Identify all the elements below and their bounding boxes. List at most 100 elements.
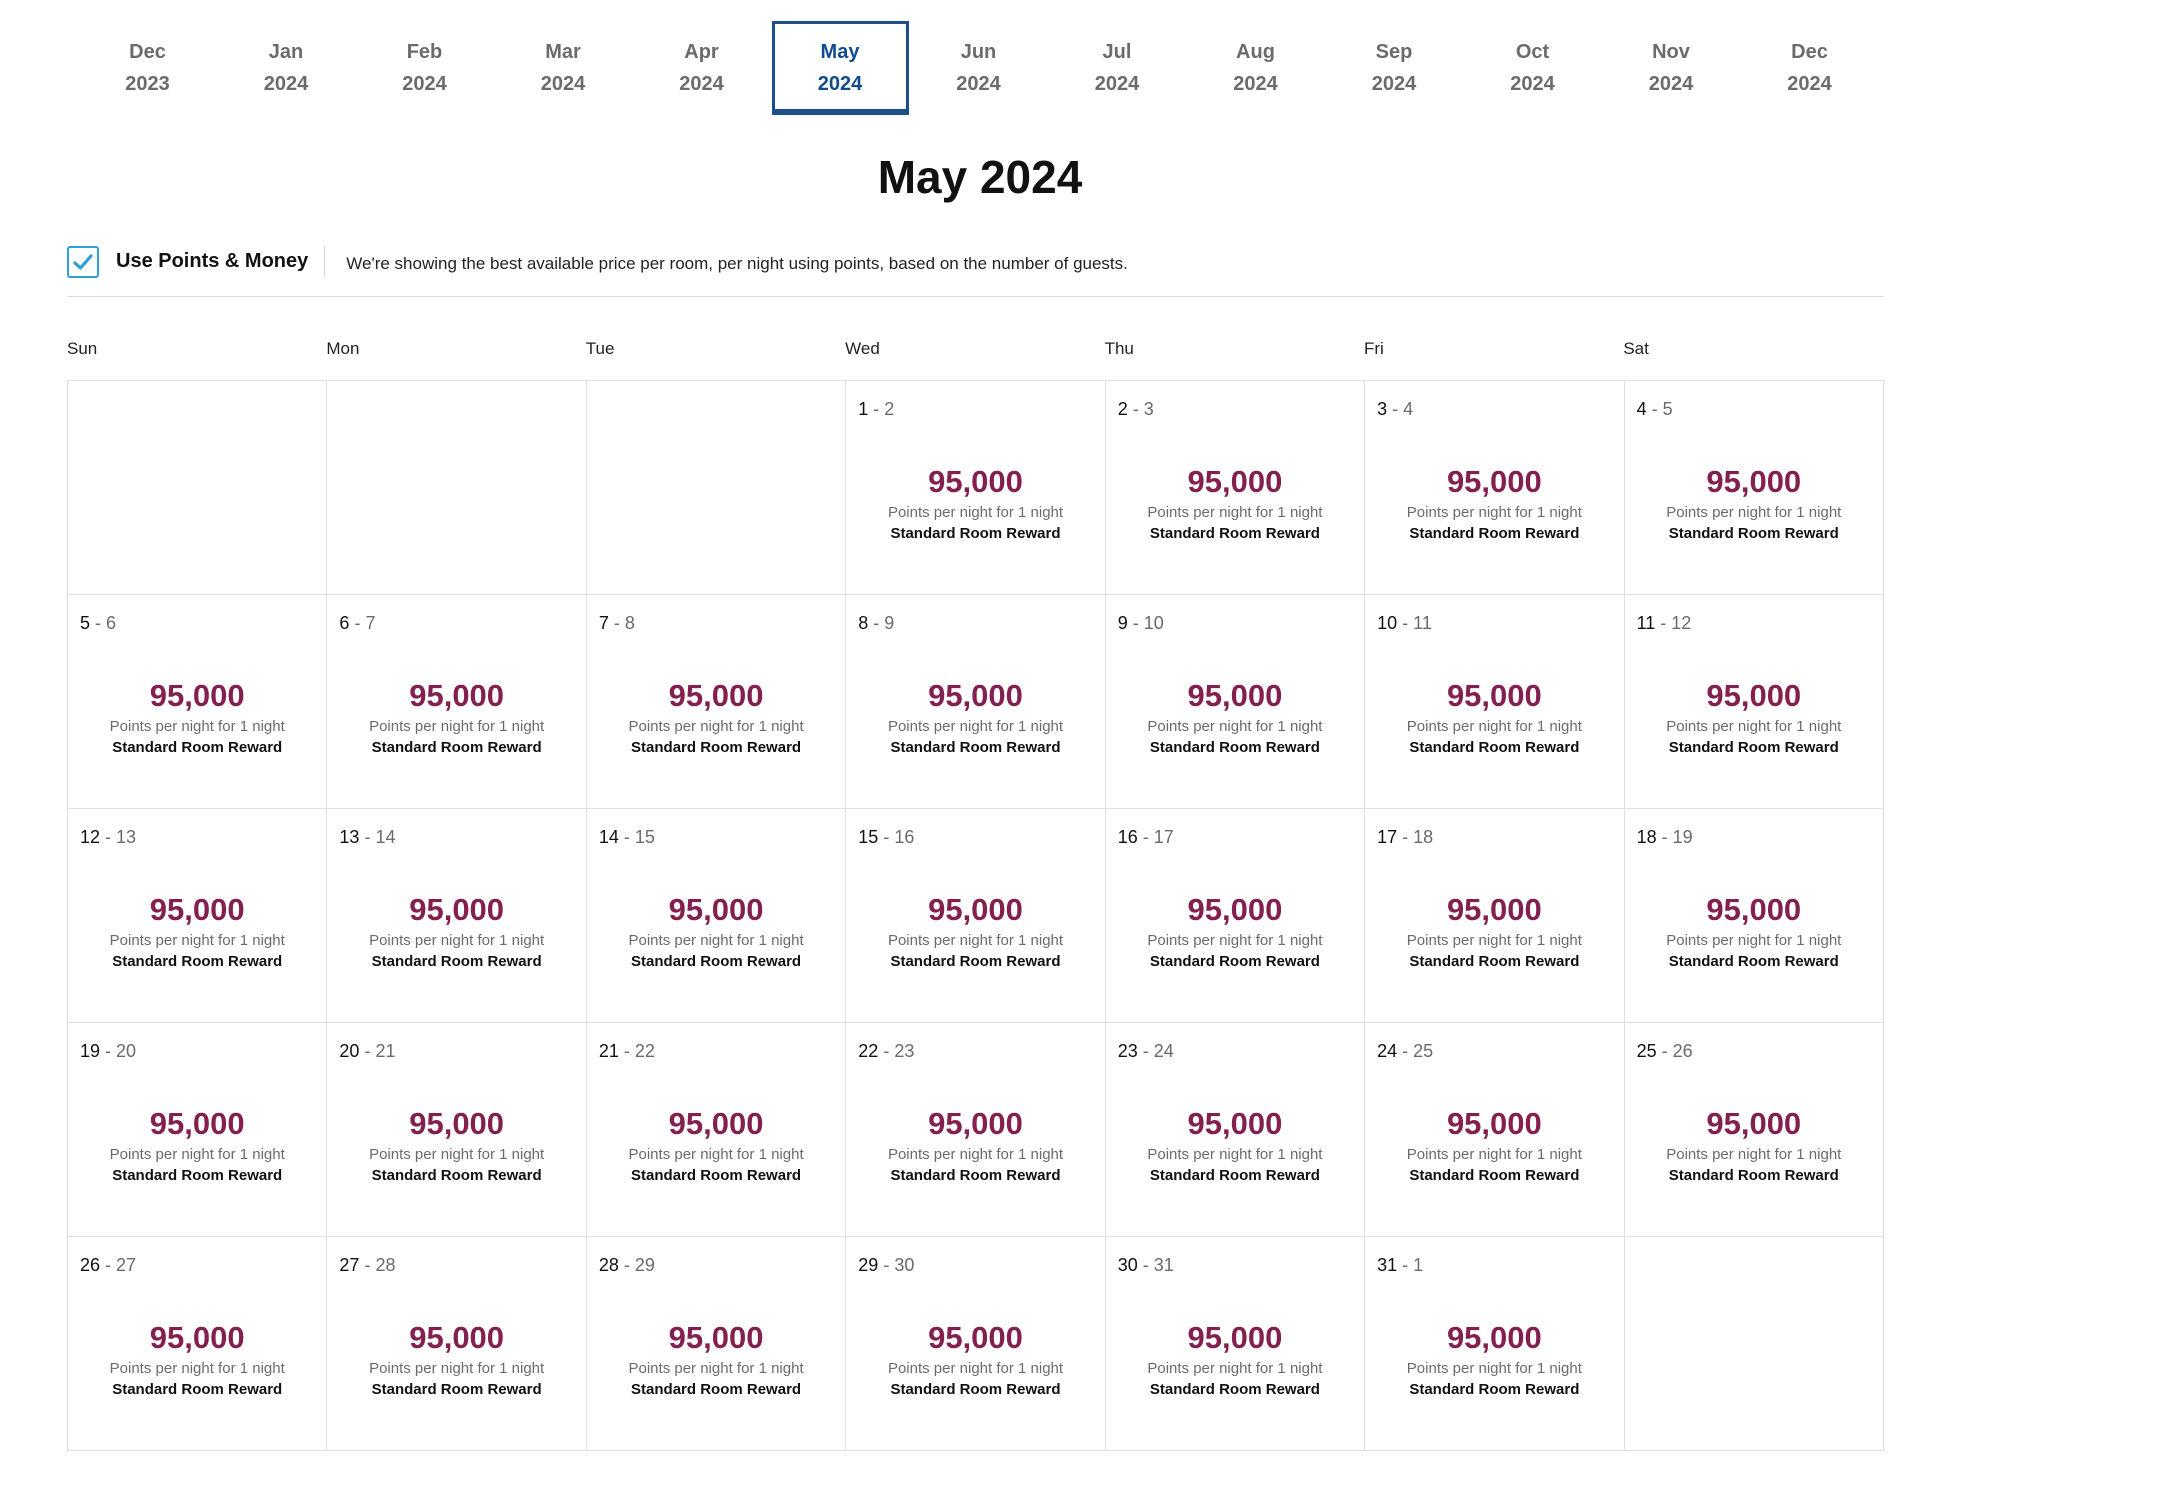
day-cell[interactable]: 9 - 10 95,000 Points per night for 1 night… xyxy=(1105,595,1366,809)
check-out-day: 7 xyxy=(365,613,376,633)
points-label: Points per night for 1 night xyxy=(369,718,545,735)
room-type: Standard Room Reward xyxy=(1149,739,1320,756)
check-out-day: 2 xyxy=(884,399,895,419)
day-cell[interactable]: 27 - 28 95,000 Points per night for 1 nigh… xyxy=(327,1237,587,1451)
check-out-day: 22 xyxy=(634,1041,655,1061)
points-label: Points per night for 1 night xyxy=(887,1360,1064,1377)
check-in-day: 27 xyxy=(339,1255,360,1275)
day-cell[interactable]: 25 - 26 95,000 Points per night for 1 nigh… xyxy=(1624,1023,1884,1237)
points-label: Points per night for 1 night xyxy=(1147,1360,1323,1377)
day-cell[interactable]: 12 - 13 95,000 Points per night for 1 nigh… xyxy=(68,809,328,1023)
day-cell[interactable]: 15 - 16 95,000 Points per night for 1 nigh… xyxy=(846,809,1106,1023)
day-cell[interactable]: 7 - 8 95,000 Points per night for 1 night S… xyxy=(586,595,847,809)
month-tab[interactable]: Jan 2024 xyxy=(218,21,355,115)
check-out-day: 21 xyxy=(375,1041,396,1061)
day-cell[interactable]: 24 - 25 95,000 Points per night for 1 nigh… xyxy=(1365,1023,1625,1237)
day-cell[interactable]: 17 - 18 95,000 Points per night for 1 nigh… xyxy=(1365,809,1625,1023)
check-out-day: 24 xyxy=(1153,1041,1174,1061)
points-label: Points per night for 1 night xyxy=(887,504,1064,521)
month-tab[interactable]: Nov 2024 xyxy=(1603,21,1740,115)
check-in-day: 1 xyxy=(858,399,869,419)
day-cell[interactable]: 31 - 1 95,000 Points per night for 1 night… xyxy=(1365,1237,1625,1451)
weekday-header: Sun Mon Tue Wed Thu Fri Sat xyxy=(67,339,1883,359)
month-tab[interactable]: Feb 2024 xyxy=(356,21,493,115)
points-label: Points per night for 1 night xyxy=(1147,1146,1323,1163)
month-tab[interactable]: May 2024 xyxy=(771,21,909,115)
weekday-label: Fri xyxy=(1363,339,1384,358)
month-tab[interactable]: Oct 2024 xyxy=(1464,21,1601,115)
check-in-day: 5 xyxy=(80,613,91,633)
day-cell[interactable]: 23 - 24 95,000 Points per night for 1 nigh… xyxy=(1105,1023,1366,1237)
points-label: Points per night for 1 night xyxy=(1147,504,1323,521)
points-price: 95,000 xyxy=(668,1320,764,1355)
points-price: 95,000 xyxy=(928,892,1023,927)
date-range: 20 - 21 xyxy=(339,1041,396,1061)
day-cell[interactable]: 18 - 19 95,000 Points per night for 1 nigh… xyxy=(1624,809,1884,1023)
day-cell[interactable]: 16 - 17 95,000 Points per night for 1 nigh… xyxy=(1105,809,1366,1023)
month-tab[interactable]: Aug 2024 xyxy=(1187,21,1324,115)
day-cell[interactable]: 10 - 11 95,000 Points per night for 1 nigh… xyxy=(1365,595,1625,809)
points-price: 95,000 xyxy=(409,1320,505,1355)
points-price: 95,000 xyxy=(149,678,245,713)
use-points-money-checkbox[interactable] xyxy=(67,246,99,278)
points-label: Points per night for 1 night xyxy=(369,1360,545,1377)
points-price: 95,000 xyxy=(1446,464,1542,499)
month-tab[interactable]: Jun 2024 xyxy=(910,21,1047,115)
room-type: Standard Room Reward xyxy=(1149,1381,1320,1398)
check-in-day: 9 xyxy=(1117,613,1128,633)
check-in-day: 29 xyxy=(858,1255,879,1275)
points-price: 95,000 xyxy=(668,1106,764,1141)
day-cell[interactable]: 28 - 29 95,000 Points per night for 1 nigh… xyxy=(586,1237,847,1451)
points-label: Points per night for 1 night xyxy=(1406,1360,1582,1377)
date-range: 17 - 18 xyxy=(1377,827,1434,847)
check-out-day: 9 xyxy=(884,613,895,633)
day-cell[interactable]: 11 - 12 95,000 Points per night for 1 nigh… xyxy=(1624,595,1884,809)
day-cell[interactable]: 29 - 30 95,000 Points per night for 1 nigh… xyxy=(846,1237,1106,1451)
points-price: 95,000 xyxy=(1446,678,1542,713)
day-cell[interactable]: 8 - 9 95,000 Points per night for 1 night S… xyxy=(846,595,1106,809)
day-cell[interactable]: 4 - 5 95,000 Points per night for 1 night S… xyxy=(1624,381,1884,595)
day-cell[interactable]: 30 - 31 95,000 Points per night for 1 nigh… xyxy=(1105,1237,1366,1451)
day-cell[interactable]: 13 - 14 95,000 Points per night for 1 nigh… xyxy=(327,809,587,1023)
check-out-day: 13 xyxy=(116,827,137,847)
day-cell[interactable]: 1 - 2 95,000 Points per night for 1 night S… xyxy=(846,381,1106,595)
month-tab[interactable]: Mar 2024 xyxy=(495,21,632,115)
day-cell[interactable]: 14 - 15 95,000 Points per night for 1 nigh… xyxy=(586,809,847,1023)
day-cell[interactable]: 20 - 21 95,000 Points per night for 1 nigh… xyxy=(327,1023,587,1237)
check-out-day: 6 xyxy=(106,613,117,633)
month-tab-year: 2024 xyxy=(1233,73,1278,95)
month-tab-month: Nov xyxy=(1652,41,1690,63)
room-type: Standard Room Reward xyxy=(1149,525,1320,542)
day-cell[interactable]: 19 - 20 95,000 Points per night for 1 nigh… xyxy=(68,1023,328,1237)
date-range: 29 - 30 xyxy=(858,1255,915,1275)
day-cell[interactable]: 22 - 23 95,000 Points per night for 1 nigh… xyxy=(846,1023,1106,1237)
day-cell[interactable]: 6 - 7 95,000 Points per night for 1 night S… xyxy=(327,595,587,809)
day-cell[interactable]: 2 - 3 95,000 Points per night for 1 night S… xyxy=(1105,381,1366,595)
month-tab-month: May xyxy=(820,41,860,63)
room-type: Standard Room Reward xyxy=(371,739,542,756)
day-cell[interactable]: 5 - 6 95,000 Points per night for 1 night S… xyxy=(68,595,328,809)
month-tab[interactable]: Sep 2024 xyxy=(1326,21,1463,115)
room-type: Standard Room Reward xyxy=(890,739,1061,756)
use-points-money-label[interactable]: Use Points & Money xyxy=(116,250,309,272)
check-out-day: 23 xyxy=(894,1041,915,1061)
month-tab[interactable]: Jul 2024 xyxy=(1049,21,1186,115)
date-range: 22 - 23 xyxy=(858,1041,915,1061)
check-out-day: 27 xyxy=(116,1255,137,1275)
check-out-day: 17 xyxy=(1153,827,1174,847)
day-cell[interactable]: 21 - 22 95,000 Points per night for 1 nigh… xyxy=(586,1023,847,1237)
points-price: 95,000 xyxy=(668,892,764,927)
day-cell[interactable]: 3 - 4 95,000 Points per night for 1 night S… xyxy=(1365,381,1625,595)
date-range: 15 - 16 xyxy=(858,827,915,847)
month-tab-month: Mar xyxy=(545,41,581,63)
check-out-day: 30 xyxy=(894,1255,915,1275)
room-type: Standard Room Reward xyxy=(1409,1167,1580,1184)
day-cell[interactable]: 26 - 27 95,000 Points per night for 1 nigh… xyxy=(68,1237,328,1451)
check-in-day: 19 xyxy=(80,1041,101,1061)
month-tab[interactable]: Apr 2024 xyxy=(633,21,770,115)
month-tab-month: Dec xyxy=(129,41,166,63)
room-type: Standard Room Reward xyxy=(1149,1167,1320,1184)
month-tab[interactable]: Dec 2024 xyxy=(1741,21,1878,115)
month-tab[interactable]: Dec 2023 xyxy=(79,21,216,115)
